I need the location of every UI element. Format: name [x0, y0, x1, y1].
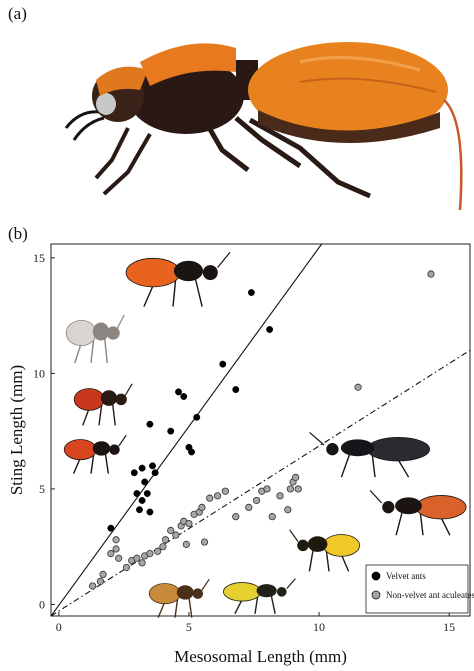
legend-label: Velvet ants	[386, 571, 426, 581]
non-velvet-point	[115, 554, 123, 562]
non-velvet-point	[268, 513, 276, 521]
y-tick-label: 5	[39, 482, 45, 496]
non-velvet-point	[182, 540, 190, 548]
insect-photos	[63, 251, 467, 618]
non-velvet-point	[354, 383, 362, 391]
velvet-ant-fit-line	[51, 244, 323, 616]
legend: Velvet ants Non-velvet ant aculeates	[365, 564, 474, 614]
panel-a-label: (a)	[8, 4, 27, 23]
velvet-ant-point	[136, 506, 143, 514]
velvet-ant-point	[167, 427, 175, 435]
x-axis-title: Mesosomal Length (mm)	[174, 647, 347, 666]
velvet-ant-point	[188, 448, 195, 456]
panel-b-label: (b)	[8, 224, 28, 243]
orange-velvet-ant-photo	[125, 251, 231, 307]
black-wasp-photo	[309, 431, 430, 478]
non-velvet-point	[284, 506, 292, 514]
velvet-ant-point	[151, 469, 159, 477]
non-velvet-point	[245, 503, 253, 512]
non-velvet-point	[427, 270, 435, 278]
velvet-ant-photo	[64, 42, 463, 211]
non-velvet-point	[133, 554, 141, 562]
non-velvet-point	[96, 577, 105, 585]
red-black-velvet-ant-photo	[63, 434, 127, 474]
velvet-ant-point	[266, 326, 274, 333]
legend-box	[365, 564, 469, 614]
non-velvet-point	[159, 543, 167, 551]
non-velvet-point	[146, 550, 154, 558]
non-velvet-point	[172, 531, 180, 539]
yellow-wasp-photo	[223, 578, 296, 615]
scatter-plot: 0 5 10 15 0 5 10 15 Mesosomal Length (mm) Sting L…	[7, 243, 471, 666]
legend-marker	[371, 590, 381, 600]
velvet-ant-point	[138, 464, 146, 472]
non-velvet-point	[185, 519, 193, 528]
non-velvet-point	[276, 492, 284, 500]
velvet-ant-point	[133, 490, 141, 497]
yellowjacket-photo	[289, 529, 360, 572]
non-velvet-point	[294, 485, 302, 493]
y-tick-label: 15	[33, 251, 45, 265]
velvet-ant-point	[247, 289, 255, 296]
non-velvet-point	[122, 563, 131, 572]
velvet-ant-point	[146, 420, 154, 428]
white-velvet-ant-photo	[65, 314, 125, 364]
non-velvet-point	[89, 582, 97, 590]
non-velvet-point	[221, 487, 229, 495]
non-velvet-point	[99, 570, 107, 579]
velvet-ant-point	[107, 524, 115, 532]
velvet-ant-point	[149, 462, 156, 470]
x-tick-label: 10	[313, 620, 325, 634]
velvet-ant-point	[219, 360, 227, 368]
non-velvet-point	[112, 536, 120, 544]
velvet-ant-point	[130, 469, 138, 477]
velvet-ant-point	[138, 497, 146, 504]
non-velvet-point	[263, 485, 271, 493]
honeybee-photo	[148, 578, 210, 618]
orange-abdomen-wasp-photo	[369, 489, 467, 536]
non-velvet-point	[154, 547, 162, 555]
non-velvet-point	[206, 494, 214, 502]
non-velvet-point	[213, 492, 222, 500]
velvet-ant-point	[146, 508, 154, 516]
non-velvet-point	[232, 513, 240, 521]
x-tick-label: 0	[56, 620, 62, 634]
x-tick-label: 5	[186, 620, 192, 634]
velvet-ant-point	[143, 490, 151, 497]
velvet-ant-point	[193, 413, 201, 421]
non-velvet-point	[200, 538, 209, 546]
y-axis-title: Sting Length (mm)	[7, 365, 26, 495]
y-tick-label: 10	[33, 366, 45, 380]
non-velvet-point	[112, 545, 120, 553]
y-tick-label: 0	[39, 597, 45, 611]
non-velvet-point	[167, 526, 175, 535]
plot-frame	[50, 243, 471, 617]
velvet-ant-point	[175, 388, 182, 396]
non-velvet-point	[161, 536, 170, 544]
velvet-ant-point	[180, 393, 188, 400]
non-velvet-point	[286, 485, 295, 493]
legend-label: Non-velvet ant aculeates	[386, 590, 474, 600]
velvet-ant-point	[232, 386, 240, 394]
non-velvet-point	[198, 503, 206, 512]
non-velvet-point	[107, 550, 115, 558]
x-tick-label: 15	[443, 620, 455, 634]
velvet-ant-point	[141, 478, 149, 486]
non-velvet-point	[292, 473, 300, 481]
non-velvet-point	[252, 496, 261, 505]
legend-marker	[371, 571, 381, 581]
spotted-velvet-ant-photo	[73, 383, 133, 426]
non-velvet-point	[138, 559, 146, 567]
non-velvet-fit-line	[51, 349, 470, 616]
